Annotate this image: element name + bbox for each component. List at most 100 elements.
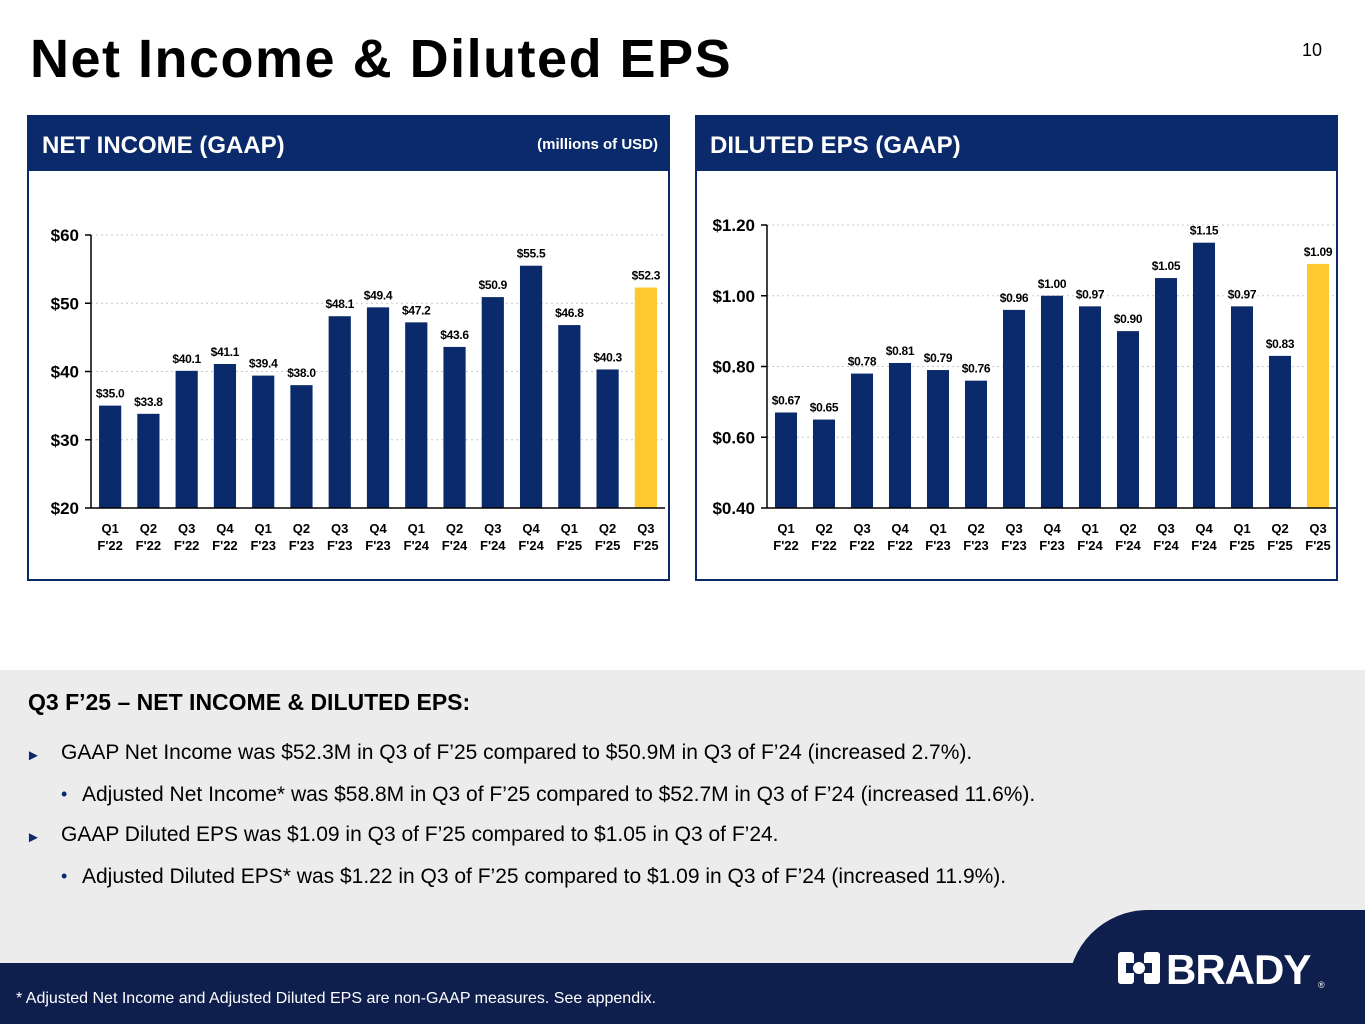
registered-mark: ® [1318, 980, 1325, 990]
net-income-bar [558, 325, 581, 508]
net-income-x-tick-label: Q1 [255, 521, 272, 536]
net-income-data-label: $40.1 [172, 352, 201, 366]
net-income-x-tick-label: Q2 [446, 521, 463, 536]
net-income-x-tick-label: Q2 [599, 521, 616, 536]
eps-title: DILUTED EPS (GAAP) [710, 132, 961, 159]
eps-x-tick-label: F'23 [963, 538, 989, 553]
net-income-bar [99, 405, 122, 508]
eps-x-tick-label: Q3 [1157, 521, 1174, 536]
net-income-y-tick-label: $20 [51, 499, 79, 518]
net-income-data-label: $46.8 [555, 306, 584, 320]
eps-bar [1154, 278, 1178, 508]
eps-x-tick-label: Q3 [1309, 521, 1326, 536]
net-income-title: NET INCOME (GAAP) [42, 132, 285, 159]
net-income-data-label: $40.3 [593, 350, 622, 364]
net-income-data-label: $43.6 [440, 328, 469, 342]
net-income-x-tick-label: F'22 [97, 538, 123, 553]
eps-data-label: $0.81 [886, 344, 915, 358]
summary-bullet-adjusted-eps: Adjusted Diluted EPS* was $1.22 in Q3 of… [82, 865, 1007, 888]
net-income-x-tick-label: F'22 [212, 538, 238, 553]
eps-panel: DILUTED EPS (GAAP) $0.40 $0.60 $0.80 $1.00 $… [695, 115, 1338, 581]
eps-bar [1230, 306, 1254, 508]
net-income-chart: $20 $30 $40 $50 $60 $35.0 Q1 F'22 $33.8 Q2 F'22 $40… [51, 226, 665, 553]
net-income-x-tick-label: Q4 [369, 521, 387, 536]
eps-data-label: $1.05 [1152, 259, 1181, 273]
eps-bar [1078, 306, 1102, 508]
net-income-panel: NET INCOME (GAAP) (millions of USD) $20 $… [27, 115, 670, 581]
eps-x-tick-label: Q1 [777, 521, 794, 536]
net-income-data-label: $48.1 [325, 297, 354, 311]
net-income-unit-note: (millions of USD) [537, 136, 658, 153]
eps-data-label: $0.97 [1076, 287, 1105, 301]
net-income-data-label: $47.2 [402, 303, 431, 317]
eps-x-tick-label: F'23 [1001, 538, 1027, 553]
eps-data-label: $0.90 [1114, 312, 1143, 326]
net-income-x-tick-label: F'23 [327, 538, 353, 553]
eps-x-tick-label: Q4 [891, 521, 909, 536]
net-income-x-tick-label: F'23 [365, 538, 391, 553]
net-income-x-tick-label: F'24 [518, 538, 544, 553]
net-income-data-label: $52.3 [632, 269, 661, 283]
net-income-x-tick-label: F'23 [289, 538, 315, 553]
eps-y-tick-label: $0.40 [712, 499, 755, 518]
eps-bar [1002, 309, 1026, 508]
net-income-y-tick-label: $30 [51, 431, 79, 450]
eps-data-label: $0.65 [810, 401, 839, 415]
eps-x-tick-label: F'23 [925, 538, 951, 553]
net-income-x-tick-label: Q1 [408, 521, 425, 536]
net-income-bar [290, 385, 313, 508]
eps-panel-header: DILUTED EPS (GAAP) [697, 117, 1336, 171]
page-number: 10 [1302, 40, 1323, 60]
net-income-bar [519, 265, 543, 508]
eps-x-tick-label: F'23 [1039, 538, 1065, 553]
eps-x-tick-label: F'22 [811, 538, 837, 553]
eps-bar [812, 419, 836, 508]
net-income-data-label: $50.9 [479, 278, 508, 292]
net-income-x-tick-label: Q1 [561, 521, 578, 536]
eps-x-tick-label: Q3 [853, 521, 870, 536]
sub-bullet-dot-icon: • [61, 784, 68, 804]
net-income-x-tick-label: F'24 [442, 538, 468, 553]
eps-x-tick-label: F'24 [1077, 538, 1103, 553]
net-income-x-tick-label: Q4 [216, 521, 234, 536]
page-title: Net Income & Diluted EPS [30, 29, 733, 89]
net-income-data-label: $49.4 [364, 288, 393, 302]
net-income-x-tick-label: F'24 [404, 538, 430, 553]
net-income-x-tick-label: F'24 [480, 538, 506, 553]
eps-x-tick-label: F'22 [849, 538, 875, 553]
brady-logo-mark-icon [1118, 952, 1160, 984]
eps-x-tick-label: Q2 [967, 521, 984, 536]
eps-data-label: $0.79 [924, 351, 953, 365]
net-income-y-tick-label: $40 [51, 363, 79, 382]
summary-bullet-gaap-eps: GAAP Diluted EPS was $1.09 in Q3 of F’25… [61, 823, 779, 846]
eps-data-label: $0.67 [772, 393, 801, 407]
net-income-bar [213, 363, 237, 508]
footer-note: * Adjusted Net Income and Adjusted Dilut… [16, 990, 657, 1007]
net-income-bar [443, 346, 466, 508]
eps-x-tick-label: F'22 [773, 538, 799, 553]
net-income-x-tick-label: Q3 [637, 521, 654, 536]
net-income-data-label: $39.4 [249, 357, 278, 371]
eps-bar [964, 380, 988, 508]
eps-x-tick-label: F'22 [887, 538, 913, 553]
net-income-x-tick-label: Q1 [101, 521, 118, 536]
bullet-arrow-icon: ► [26, 747, 41, 764]
net-income-y-tick-label: $50 [51, 294, 79, 313]
eps-y-tick-label: $0.80 [712, 358, 755, 377]
net-income-panel-header: NET INCOME (GAAP) (millions of USD) [29, 117, 668, 171]
eps-x-tick-label: Q2 [815, 521, 832, 536]
net-income-x-tick-label: Q3 [331, 521, 348, 536]
net-income-x-tick-label: Q4 [522, 521, 540, 536]
eps-x-tick-label: F'24 [1153, 538, 1179, 553]
eps-data-label: $0.97 [1228, 287, 1257, 301]
eps-y-tick-label: $1.20 [712, 216, 755, 235]
sub-bullet-dot-icon: • [61, 866, 68, 886]
eps-data-label: $0.76 [962, 362, 991, 376]
net-income-x-tick-label: F'22 [174, 538, 200, 553]
logo-backdrop [1068, 910, 1365, 1024]
eps-bar [1116, 331, 1140, 508]
net-income-bar [481, 297, 504, 508]
net-income-bar [252, 375, 275, 508]
eps-x-tick-label: F'24 [1115, 538, 1141, 553]
net-income-x-tick-label: F'25 [633, 538, 659, 553]
